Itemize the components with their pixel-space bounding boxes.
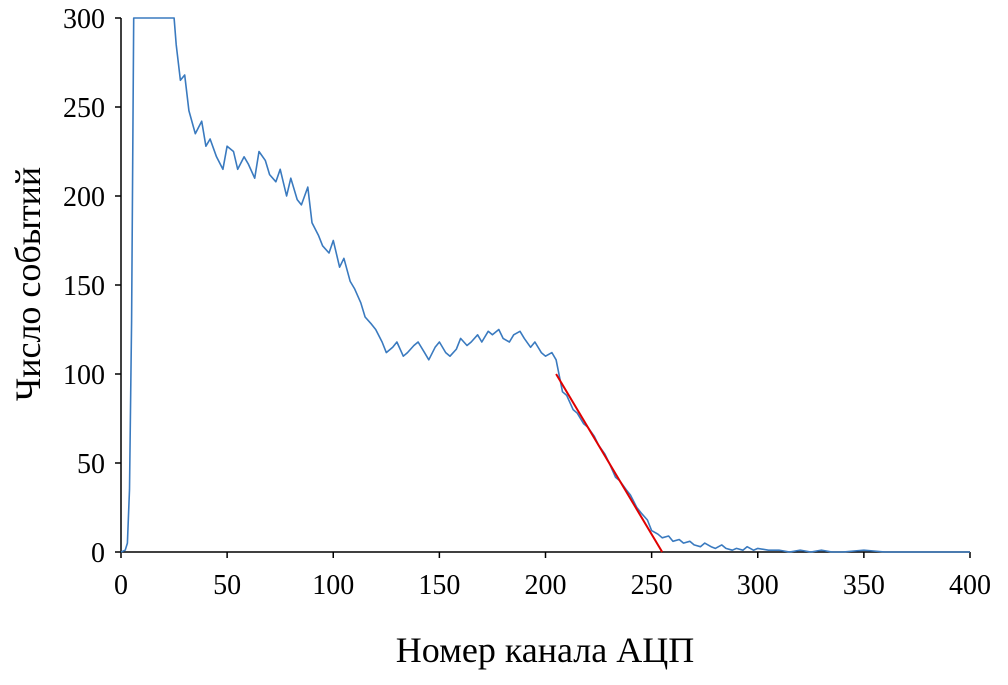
x-tick-label: 350 (843, 570, 885, 601)
fit-line (555, 373, 664, 553)
y-axis-ticks: 0 50 100 150 200 250 300 (63, 4, 121, 569)
x-axis-label: Номер канала АЦП (396, 630, 695, 670)
x-tick-label: 100 (312, 570, 354, 601)
y-tick-label: 300 (63, 4, 105, 35)
y-tick-label: 200 (63, 182, 105, 213)
x-tick-label: 200 (525, 570, 567, 601)
x-tick-label: 250 (631, 570, 673, 601)
spectrum-series-line (120, 17, 970, 553)
y-tick-label: 150 (63, 271, 105, 302)
y-tick-label: 0 (91, 538, 105, 569)
y-tick-label: 50 (77, 449, 105, 480)
series-layer (120, 17, 970, 553)
x-tick-label: 150 (418, 570, 460, 601)
y-tick-label: 100 (63, 360, 105, 391)
x-tick-label: 400 (949, 570, 991, 601)
x-axis-ticks: 0 50 100 150 200 250 300 350 400 (114, 552, 991, 601)
y-tick-label: 250 (63, 93, 105, 124)
y-axis-label: Число событий (8, 167, 48, 401)
x-tick-label: 300 (737, 570, 779, 601)
x-tick-label: 0 (114, 570, 128, 601)
x-tick-label: 50 (213, 570, 241, 601)
